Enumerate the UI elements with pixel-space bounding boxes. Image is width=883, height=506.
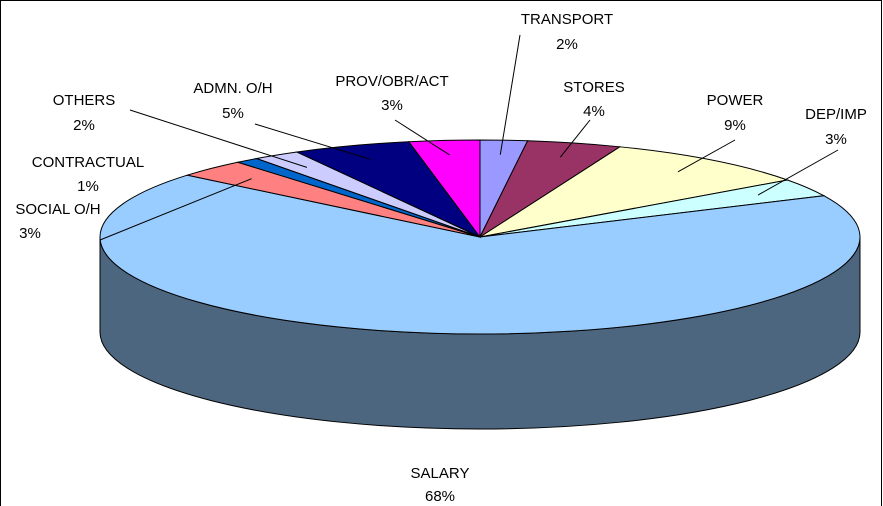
slice-value-label: 1% [77, 178, 99, 195]
leader-line [254, 123, 371, 160]
pie-slice [407, 139, 481, 239]
slice-label: PROV/OBR/ACT [335, 73, 448, 90]
slice-label: CONTRACTUAL [32, 154, 145, 171]
leader-line [757, 149, 839, 196]
leader-line [559, 119, 591, 158]
leader-line [677, 139, 736, 173]
slice-label: STORES [563, 79, 624, 96]
slice-label: DEP/IMP [805, 106, 867, 123]
slice-value-label: 3% [825, 131, 847, 148]
slice-label: ADMN. O/H [193, 80, 272, 97]
slice-value-label: 68% [425, 488, 455, 505]
slice-value-label: 3% [19, 225, 41, 242]
leader-line [499, 34, 521, 155]
slice-value-label: 9% [724, 117, 746, 134]
slice-label: POWER [707, 92, 764, 109]
slice-value-label: 2% [556, 36, 578, 53]
slice-label: SOCIAL O/H [15, 201, 100, 218]
leader-line [99, 178, 252, 241]
slice-value-label: 4% [583, 103, 605, 120]
slice-value-label: 2% [73, 117, 95, 134]
slice-label: OTHERS [53, 92, 116, 109]
pie-slice [479, 146, 790, 238]
slice-value-label: 3% [381, 97, 403, 114]
leader-line [129, 109, 308, 168]
slice-label: SALARY [411, 465, 470, 482]
pie-slice [99, 174, 861, 335]
leader-line [394, 119, 450, 156]
slice-label: TRANSPORT [521, 11, 613, 28]
slice-value-label: 5% [222, 105, 244, 122]
